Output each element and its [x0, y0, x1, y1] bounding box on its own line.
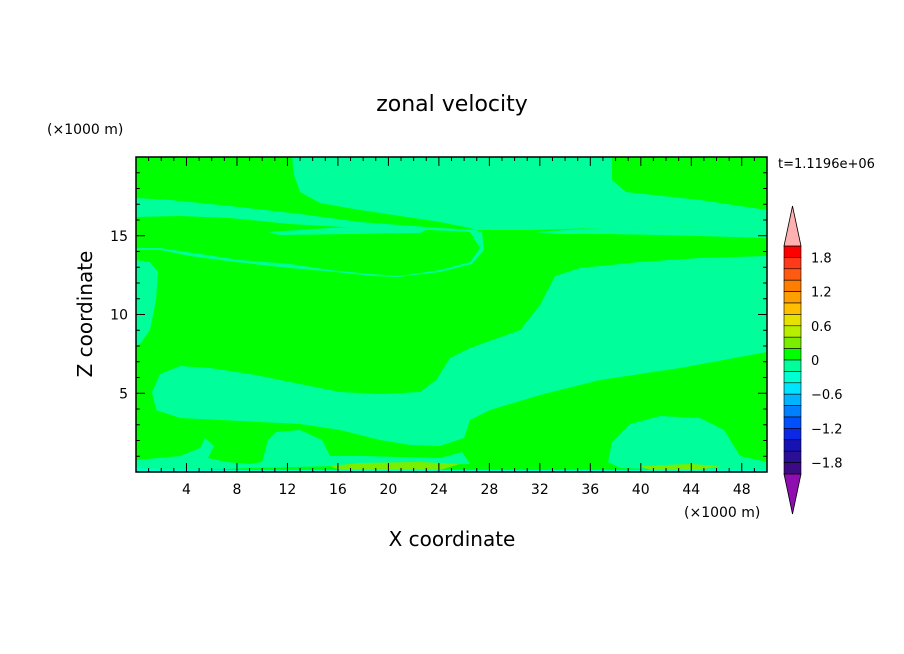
field-region-positive-bottom-strip-a	[330, 462, 460, 470]
field-region-negative-left-edge	[136, 260, 158, 346]
field-region-negative-central	[152, 256, 767, 446]
colorbar-segment	[783, 416, 802, 429]
colorbar-tick-label: −1.2	[811, 422, 843, 437]
colorbar-under-arrow	[783, 473, 802, 515]
colorbar-tick-label: 1.8	[811, 251, 832, 266]
colorbar	[783, 205, 802, 515]
x-axis-ticks: 4 8 12 16 20 24 28 32 36 40 44 48	[148, 157, 755, 498]
colorbar-segment	[783, 268, 802, 281]
field-region-negative-thin-stripe	[268, 226, 430, 235]
x-tick-label: 36	[581, 482, 599, 498]
y-tick-label: 10	[110, 308, 128, 324]
colorbar-segment	[783, 348, 802, 361]
field-region-negative-bottom-right	[608, 416, 767, 470]
field-region-negative-upper-left	[136, 157, 767, 277]
x-tick-label: 28	[480, 482, 498, 498]
x-tick-label: 44	[682, 482, 700, 498]
colorbar-segment	[783, 371, 802, 384]
colorbar-segment	[783, 405, 802, 418]
x-tick-label: 40	[632, 482, 650, 498]
colorbar-segment	[783, 336, 802, 349]
x-tick-label: 20	[379, 482, 397, 498]
colorbar-tick-label: −0.6	[811, 388, 843, 403]
colorbar-segment	[783, 314, 802, 327]
x-tick-label: 8	[232, 482, 241, 498]
contour-field	[136, 157, 767, 472]
colorbar-tick-label: −1.8	[811, 457, 843, 472]
x-tick-label: 48	[733, 482, 751, 498]
y-tick-label: 5	[119, 386, 128, 402]
colorbar-segment	[783, 450, 802, 463]
x-tick-label: 32	[531, 482, 549, 498]
colorbar-labels: 1.8 1.2 0.6 0 −0.6 −1.2 −1.8	[811, 251, 843, 471]
colorbar-segment	[783, 462, 802, 475]
y-axis-unit: (×1000 m)	[47, 122, 123, 138]
y-tick-label: 15	[110, 229, 128, 245]
y-axis-label: Z coordinate	[73, 251, 97, 378]
colorbar-over-arrow	[783, 205, 802, 247]
colorbar-segment	[783, 428, 802, 441]
x-tick-label: 12	[279, 482, 297, 498]
x-tick-label: 24	[430, 482, 448, 498]
colorbar-segment	[783, 257, 802, 270]
y-axis-ticks: 5 10 15	[110, 172, 767, 457]
colorbar-tick-label: 1.2	[811, 286, 832, 301]
colorbar-segment	[783, 439, 802, 452]
field-region-positive-bottom-strip-b	[640, 464, 720, 470]
time-label: t=1.1196e+06	[778, 157, 875, 172]
colorbar-segment	[783, 393, 802, 406]
colorbar-segment	[783, 245, 802, 258]
x-tick-label: 16	[329, 482, 347, 498]
field-region-negative-upper-right	[535, 226, 767, 238]
x-axis-label: X coordinate	[389, 527, 516, 551]
colorbar-tick-label: 0	[811, 354, 819, 369]
field-region-negative-bottom-left	[136, 430, 470, 470]
colorbar-segment	[783, 382, 802, 395]
colorbar-segment	[783, 359, 802, 372]
x-tick-label: 4	[182, 482, 191, 498]
colorbar-segment	[783, 302, 802, 315]
colorbar-tick-label: 0.6	[811, 320, 832, 335]
colorbar-segment	[783, 291, 802, 304]
colorbar-segment	[783, 279, 802, 292]
x-axis-unit: (×1000 m)	[684, 505, 760, 521]
chart-title: zonal velocity	[376, 92, 528, 117]
colorbar-segment	[783, 325, 802, 338]
